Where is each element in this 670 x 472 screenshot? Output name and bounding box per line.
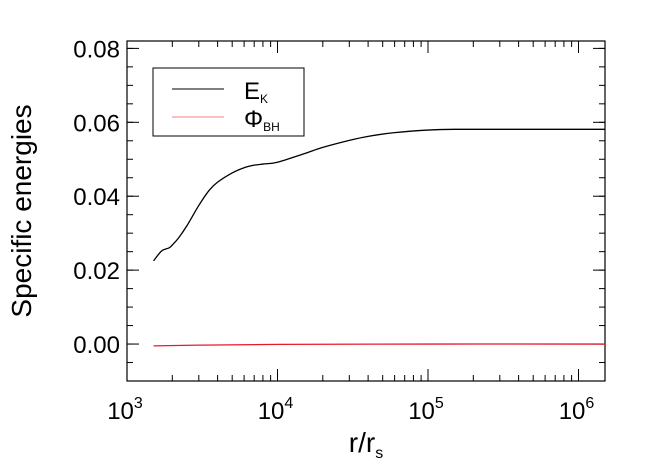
legend-label-phi: ΦBH	[244, 106, 280, 134]
x-axis-title: r/rs	[349, 427, 383, 462]
legend: EK ΦBH	[152, 67, 305, 137]
legend-label-ek: EK	[244, 78, 268, 106]
y-axis-title: Specific energies	[6, 104, 37, 317]
legend-label-ek-sub: K	[260, 92, 268, 106]
legend-label-phi-sub: BH	[263, 120, 280, 134]
y-tick-label-0: 0.00	[73, 332, 120, 359]
x-tick-label-2: 105	[408, 395, 444, 425]
plot-frame	[126, 40, 606, 382]
y-tick-label-4: 0.08	[73, 36, 120, 63]
series-line-phi	[153, 343, 605, 347]
x-axis-title-main: r/r	[349, 427, 375, 458]
axis-ticks	[126, 41, 605, 382]
x-axis-title-sub: s	[375, 445, 383, 462]
series-lines	[152, 128, 605, 347]
x-tick-label-3: 106	[559, 395, 595, 425]
y-tick-labels: 0.00 0.02 0.04 0.06 0.08	[73, 36, 120, 359]
series-line-ek	[152, 128, 605, 262]
x-tick-labels: 103 104 105 106	[107, 395, 594, 425]
y-tick-label-3: 0.06	[73, 110, 120, 137]
legend-label-ek-main: E	[244, 78, 260, 105]
legend-label-phi-main: Φ	[244, 106, 263, 133]
y-tick-label-2: 0.04	[73, 184, 120, 211]
x-tick-label-1: 104	[258, 395, 294, 425]
y-tick-label-1: 0.02	[73, 258, 120, 285]
legend-box	[152, 67, 305, 137]
x-tick-label-0: 103	[107, 395, 143, 425]
